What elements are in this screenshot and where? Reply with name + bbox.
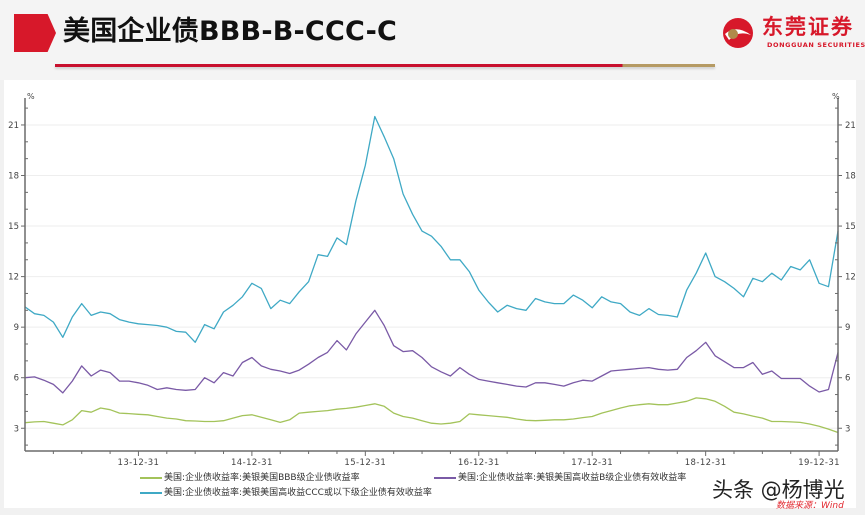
- legend-swatch-b: [434, 477, 456, 479]
- y-tick-label-left: 9: [14, 323, 19, 333]
- chart-panel: [4, 80, 856, 508]
- y-tick-label-right: 9: [845, 323, 850, 333]
- legend-item-ccc: 美国:企业债收益率:美银美国高收益CCC或以下级企业债有效收益率: [140, 487, 432, 499]
- y-tick-label-left: 6: [14, 374, 19, 384]
- y-tick-label-right: 3: [845, 424, 850, 434]
- brand-logo: 东莞证券 DONGGUAN SECURITIES: [722, 12, 865, 56]
- left-axis-unit: %: [27, 92, 35, 101]
- legend-label-ccc: 美国:企业债收益率:美银美国高收益CCC或以下级企业债有效收益率: [164, 488, 432, 498]
- y-tick-label-left: 18: [8, 172, 19, 182]
- legend-item-b: 美国:企业债收益率:美银美国高收益B级企业债有效收益率: [434, 472, 686, 484]
- x-tick-label: 15-12-31: [344, 458, 386, 468]
- page-title: 美国企业债BBB-B-CCC-C: [63, 16, 398, 47]
- legend-label-bbb: 美国:企业债收益率:美银美国BBB级企业债收益率: [164, 473, 360, 483]
- slide-header: 美国企业债BBB-B-CCC-C 东莞证券 DONGGUAN SECURITIE…: [0, 0, 865, 80]
- legend-swatch-bbb: [140, 477, 162, 479]
- series-line-0: [24, 397, 839, 434]
- watermark-text: 头条 @杨博光: [712, 478, 845, 502]
- y-tick-label-right: 18: [845, 172, 856, 182]
- legend-swatch-ccc: [140, 492, 162, 494]
- legend-item-bbb: 美国:企业债收益率:美银美国BBB级企业债收益率: [140, 472, 360, 484]
- y-tick-label-left: 3: [14, 424, 19, 434]
- brand-logo-icon: [723, 18, 753, 48]
- x-tick-label: 18-12-31: [685, 458, 727, 468]
- x-tick-label: 16-12-31: [458, 458, 500, 468]
- right-axis-unit: %: [832, 92, 840, 101]
- y-tick-label-left: 21: [8, 121, 19, 131]
- title-marker-icon: [14, 14, 56, 52]
- x-tick-label: 19-12-31: [798, 458, 840, 468]
- y-tick-label-right: 15: [845, 222, 856, 232]
- data-source-note: 数据来源：Wind: [776, 501, 844, 511]
- x-tick-label: 14-12-31: [231, 458, 273, 468]
- x-tick-label: 13-12-31: [118, 458, 160, 468]
- y-tick-label-left: 12: [8, 273, 19, 283]
- title-underline: [55, 64, 715, 67]
- series-line-2: [24, 115, 839, 343]
- y-tick-label-right: 6: [845, 374, 850, 384]
- series-line-1: [24, 309, 839, 394]
- brand-name-en: DONGGUAN SECURITIES: [767, 41, 865, 49]
- x-tick-label: 17-12-31: [571, 458, 613, 468]
- y-tick-label-left: 15: [8, 222, 19, 232]
- brand-name-cn: 东莞证券: [762, 14, 854, 39]
- y-tick-label-right: 21: [845, 121, 856, 131]
- y-tick-label-right: 12: [845, 273, 856, 283]
- legend-label-b: 美国:企业债收益率:美银美国高收益B级企业债有效收益率: [458, 473, 687, 483]
